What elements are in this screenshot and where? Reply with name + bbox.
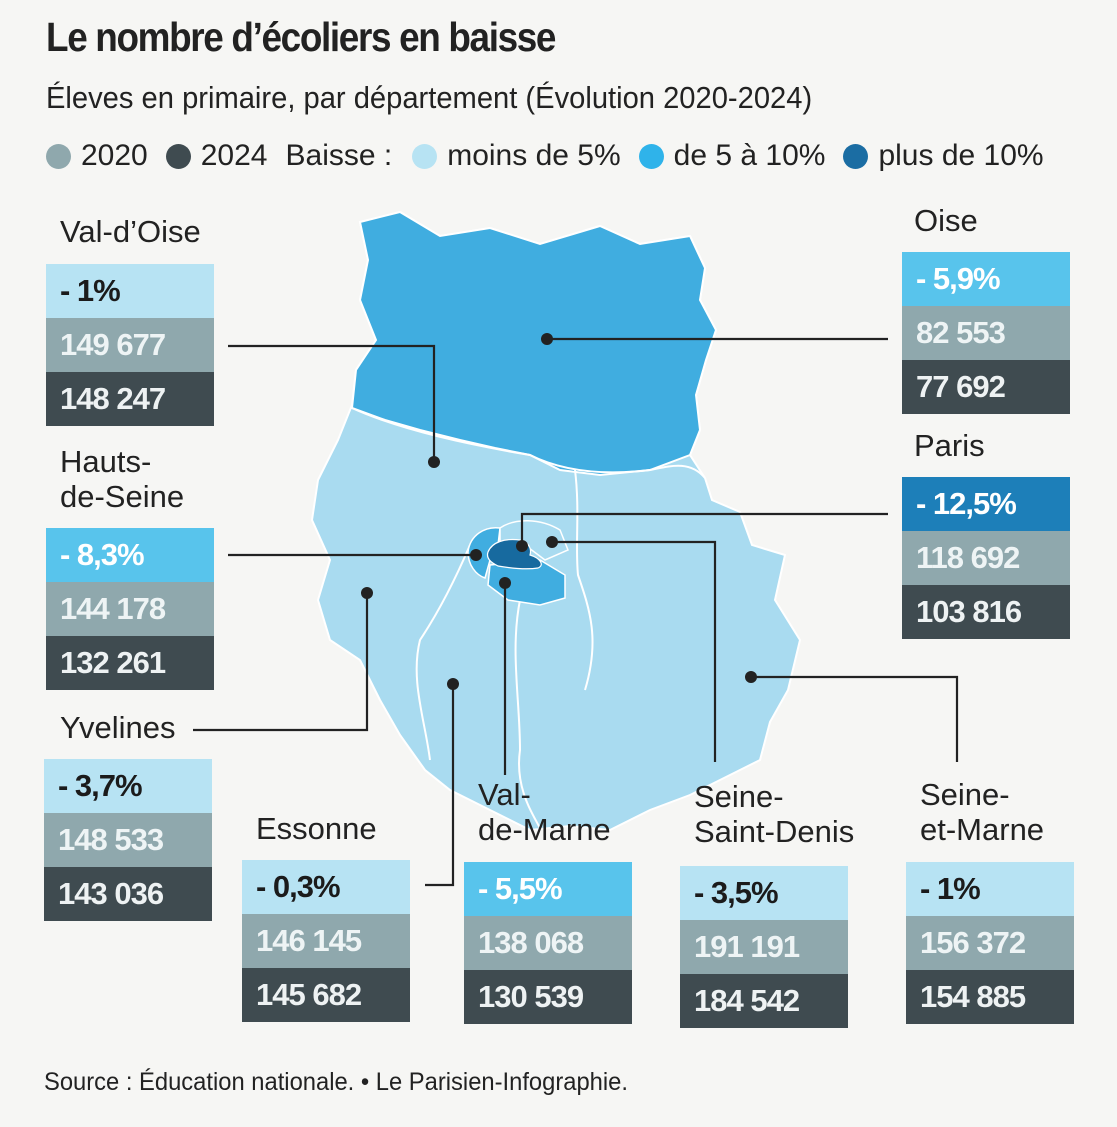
map-border-yvelines — [415, 544, 471, 761]
legend-item-mid: de 5 à 10% — [638, 139, 826, 173]
dept-box-paris: - 12,5% 118 692 103 816 — [902, 477, 1070, 639]
legend-item-2024: 2024 — [165, 139, 268, 173]
dept-box-val-d-oise: - 1% 149 677 148 247 — [46, 264, 214, 426]
dept-name-essonne: Essonne — [256, 811, 377, 846]
dept-2020-paris: 118 692 — [902, 531, 1070, 585]
dept-name-val-d-oise: Val-d’Oise — [60, 214, 201, 249]
dept-2024-seine-saint-denis: 184 542 — [680, 974, 848, 1028]
leader-dot-paris — [516, 540, 528, 552]
map-border-essonne — [514, 599, 541, 829]
leader-dot-seine-et-marne — [745, 671, 757, 683]
dept-change-yvelines: - 3,7% — [44, 759, 212, 813]
leader-dot-val-de-marne — [499, 577, 511, 589]
dept-2020-oise: 82 553 — [902, 306, 1070, 360]
legend-item-2020: 2020 — [46, 139, 148, 173]
dept-change-essonne: - 0,3% — [242, 860, 410, 914]
legend-swatch-mid — [638, 143, 664, 169]
dept-2024-hauts-de-seine: 132 261 — [46, 636, 214, 690]
map-dept-oise — [350, 210, 718, 477]
dept-change-seine-saint-denis: - 3,5% — [680, 866, 848, 920]
legend-label-2020: 2020 — [81, 139, 148, 172]
leader-line-paris — [520, 512, 888, 546]
leader-dot-essonne — [447, 678, 459, 690]
dept-2024-oise: 77 692 — [902, 360, 1070, 414]
dept-2020-hauts-de-seine: 144 178 — [46, 582, 214, 636]
legend-item-high: plus de 10% — [843, 139, 1044, 173]
dept-box-val-de-marne: - 5,5% 138 068 130 539 — [464, 862, 632, 1024]
leader-line-seine-et-marne — [751, 675, 959, 762]
legend-swatch-2020 — [46, 143, 71, 169]
map-border-val-d-oise — [351, 407, 706, 479]
dept-change-paris: - 12,5% — [902, 477, 1070, 531]
dept-box-seine-saint-denis: - 3,5% 191 191 184 542 — [680, 866, 848, 1028]
dept-2024-val-de-marne: 130 539 — [464, 970, 632, 1024]
dept-name-paris: Paris — [914, 428, 985, 463]
legend-item-low: moins de 5% — [412, 139, 621, 173]
dept-box-essonne: - 0,3% 146 145 145 682 — [242, 860, 410, 1022]
legend-label-2024: 2024 — [200, 139, 268, 172]
dept-change-hauts-de-seine: - 8,3% — [46, 528, 214, 582]
legend-swatch-2024 — [165, 143, 191, 169]
legend-baisse-label: Baisse : — [285, 139, 393, 172]
leader-line-val-d-oise — [228, 344, 436, 462]
legend-label-high: plus de 10% — [878, 139, 1044, 172]
dept-2024-paris: 103 816 — [902, 585, 1070, 639]
source-credit: Source : Éducation nationale. • Le Paris… — [44, 1068, 628, 1096]
dept-2024-val-d-oise: 148 247 — [46, 372, 214, 426]
dept-2020-seine-et-marne: 156 372 — [906, 916, 1074, 970]
dept-2024-seine-et-marne: 154 885 — [906, 970, 1074, 1024]
dept-change-seine-et-marne: - 1% — [906, 862, 1074, 916]
dept-box-oise: - 5,9% 82 553 77 692 — [902, 252, 1070, 414]
dept-name-seine-et-marne: Seine- et-Marne — [920, 777, 1045, 847]
leader-dots — [361, 333, 757, 690]
dept-name-oise: Oise — [914, 203, 978, 238]
dept-box-hauts-de-seine: - 8,3% 144 178 132 261 — [46, 528, 214, 690]
dept-name-val-de-marne: Val- de-Marne — [478, 777, 611, 847]
leader-dot-val-d-oise — [428, 456, 440, 468]
leader-dot-hauts-de-seine — [470, 549, 482, 561]
dept-name-yvelines: Yvelines — [60, 710, 176, 745]
dept-change-val-d-oise: - 1% — [46, 264, 214, 318]
legend-label-mid: de 5 à 10% — [673, 139, 826, 172]
dept-box-yvelines: - 3,7% 148 533 143 036 — [44, 759, 212, 921]
dept-2020-essonne: 146 145 — [242, 914, 410, 968]
leader-line-yvelines — [193, 593, 369, 732]
dept-2020-yvelines: 148 533 — [44, 813, 212, 867]
dept-box-seine-et-marne: - 1% 156 372 154 885 — [906, 862, 1074, 1024]
dept-change-val-de-marne: - 5,5% — [464, 862, 632, 916]
dept-2024-essonne: 145 682 — [242, 968, 410, 1022]
map-dept-val-de-marne — [487, 559, 566, 606]
legend-label-low: moins de 5% — [447, 139, 621, 172]
page-title: Le nombre d’écoliers en baisse — [46, 14, 556, 60]
map-dept-seine-saint-denis — [499, 520, 569, 561]
dept-change-oise: - 5,9% — [902, 252, 1070, 306]
leader-line-seine-saint-denis — [552, 540, 717, 762]
leader-dot-yvelines — [361, 587, 373, 599]
dept-2020-seine-saint-denis: 191 191 — [680, 920, 848, 974]
dept-2020-val-de-marne: 138 068 — [464, 916, 632, 970]
legend-swatch-low — [412, 143, 438, 169]
dept-name-seine-saint-denis: Seine- Saint-Denis — [694, 779, 855, 849]
dept-2024-yvelines: 143 036 — [44, 867, 212, 921]
dept-2020-val-d-oise: 149 677 — [46, 318, 214, 372]
legend-swatch-high — [843, 143, 869, 169]
page-subtitle: Éleves en primaire, par département (Évo… — [46, 80, 813, 115]
leader-dot-seine-saint-denis — [546, 536, 558, 548]
leader-lines — [193, 337, 959, 887]
legend: 2020 2024 Baisse : moins de 5% de 5 à 10… — [46, 136, 1062, 176]
map-border-seine-et-marne — [574, 469, 594, 691]
dept-name-hauts-de-seine: Hauts- de-Seine — [60, 444, 185, 514]
leader-line-essonne — [425, 684, 455, 887]
leader-dot-oise — [541, 333, 553, 345]
